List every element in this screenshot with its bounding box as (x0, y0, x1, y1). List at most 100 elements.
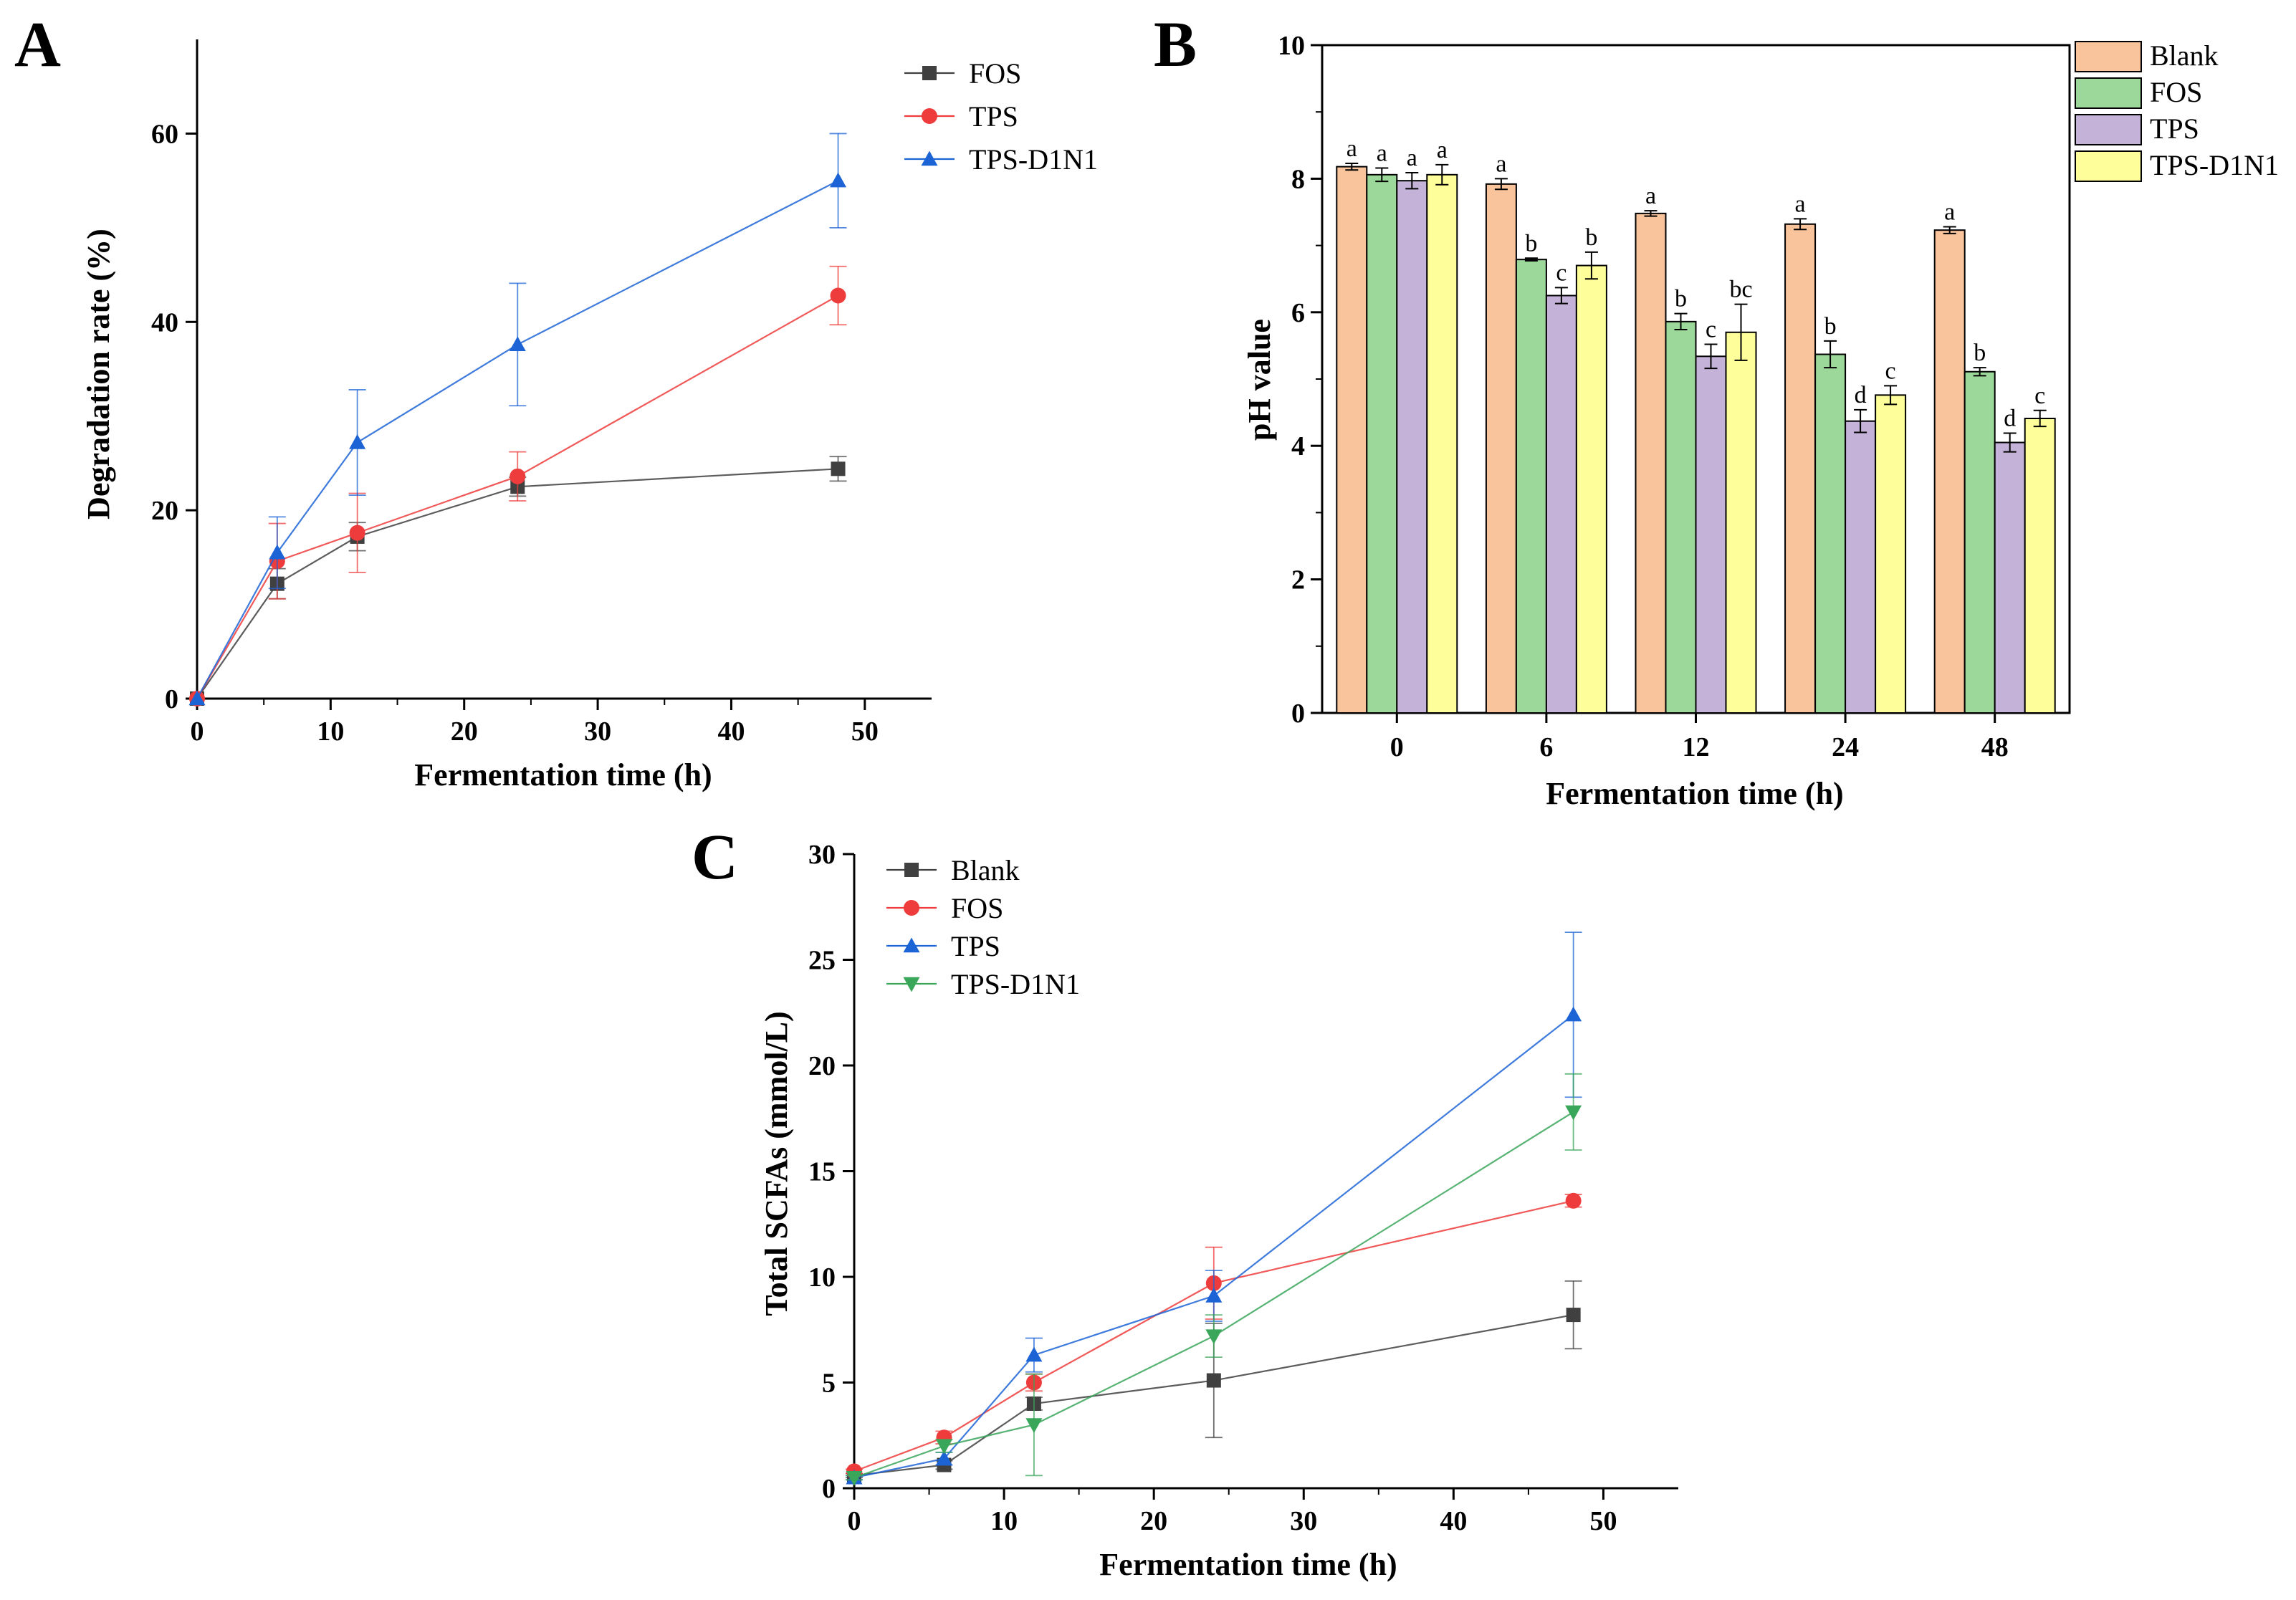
panel-a-legend-marker (921, 150, 938, 166)
panel-b-significance-letter: a (1346, 135, 1357, 162)
panel-b-significance-letter: b (1824, 313, 1837, 340)
panel-b-bar (2024, 417, 2056, 714)
panel-c-data-point (1205, 1329, 1223, 1345)
panel-b-significance-letter: c (1556, 259, 1566, 286)
panel-c-legend-label: TPS-D1N1 (951, 968, 1080, 1000)
panel-c-legend-label: FOS (951, 892, 1003, 924)
panel-b-bar (1845, 420, 1877, 714)
panel-b-y-tick-label: 0 (1291, 699, 1305, 729)
panel-b-significance-letter: d (1855, 382, 1867, 408)
panel-a-y-tick-label: 40 (151, 307, 178, 337)
panel-a-series-line-fos (196, 468, 838, 699)
panel-b-x-tick-label: 6 (1539, 732, 1553, 762)
panel-a-xlabel: Fermentation time (h) (414, 757, 712, 792)
panel-letter-c: C (692, 822, 738, 893)
panel-b-significance-letter: a (1496, 150, 1506, 177)
panel-c-legend-marker (904, 900, 919, 916)
panel-b-significance-letter: a (1944, 199, 1955, 226)
panel-c-data-point (1565, 1006, 1582, 1022)
panel-b-legend: Blank FOS TPS TPS-D1N1 (2075, 39, 2279, 182)
panel-b-x-tick-label: 12 (1683, 732, 1710, 762)
panel-c-legend-label: Blank (951, 854, 1020, 886)
panel-a-y-tick-label: 60 (151, 119, 178, 149)
panel-b-bar (1396, 180, 1428, 714)
panel-c-x-tick-label: 40 (1440, 1506, 1467, 1536)
panel-c-x-tick-label: 10 (990, 1506, 1018, 1536)
panel-a-legend-label: TPS-D1N1 (969, 143, 1098, 176)
panel-b-bar (1994, 441, 2026, 714)
panel-b-bar (1575, 264, 1607, 714)
panel-b-y-tick-label: 6 (1291, 298, 1305, 328)
panel-b-significance-letter: a (1407, 145, 1417, 171)
panel-a-x-tick-label: 30 (584, 717, 611, 747)
panel-b-ylabel: pH value (1242, 319, 1277, 441)
panel-c-data-point (1565, 1192, 1582, 1209)
panel-a-legend-label: FOS (969, 57, 1021, 90)
panel-b-bar (1665, 320, 1697, 714)
panel-a-data-point (349, 434, 366, 449)
panel-c-y-tick-label: 25 (808, 946, 836, 976)
panel-b-bar (1426, 173, 1458, 714)
panel-c-xlabel: Fermentation time (h) (1099, 1547, 1397, 1582)
panel-b-legend-label: TPS-D1N1 (2150, 149, 2279, 181)
panel-a-data-point (509, 336, 526, 352)
panel-b-significance-letter: a (1437, 137, 1448, 163)
panel-b-bar (1336, 166, 1368, 714)
panel-b-significance-letter: c (1885, 358, 1896, 384)
panel-c-y-tick-label: 0 (822, 1474, 836, 1504)
panel-b-bar (1635, 212, 1667, 714)
panel-c-data-point (1025, 1418, 1043, 1433)
panel-c-x-tick-label: 30 (1290, 1506, 1317, 1536)
panel-b-bar (1963, 370, 1996, 714)
panel-b-significance-letter: b (1974, 340, 1986, 366)
panel-a-legend-label: TPS (969, 100, 1018, 133)
panel-a-data-point (269, 544, 286, 560)
panel-a-x-tick-label: 50 (851, 717, 879, 747)
panel-a-y-tick-label: 20 (151, 496, 178, 526)
panel-c-x-tick-label: 20 (1140, 1506, 1167, 1536)
panel-c-data-point (1566, 1308, 1581, 1323)
panel-b-legend-label: TPS (2150, 112, 2199, 145)
panel-c-legend-marker (903, 977, 920, 992)
panel-b-significance-letter: a (1645, 183, 1656, 209)
panel-c-data-point (935, 1450, 952, 1465)
panel-c-scfa-chart: C 0 10 20 30 40 50 0 5 10 15 20 25 30 Blank FOS TPS TPS… (692, 822, 1678, 1582)
panel-b-legend-swatch (2075, 114, 2142, 145)
panel-b-bar (1366, 173, 1398, 714)
panel-c-data-point (1206, 1373, 1221, 1388)
panel-b-bar (1875, 394, 1907, 714)
panel-a-degradation-chart: A 0 10 20 30 40 50 0 20 40 60 FOS TPS TPS-D1N1 Ferm… (14, 9, 1098, 792)
panel-c-y-tick-label: 5 (822, 1369, 836, 1399)
panel-a-legend-marker (922, 66, 937, 80)
panel-b-significance-letter: c (2034, 383, 2045, 409)
panel-a-x-tick-label: 0 (191, 717, 204, 747)
panel-b-bar (1545, 294, 1577, 714)
panel-a-legend-marker (922, 108, 937, 124)
panel-c-legend-marker (903, 937, 920, 953)
panel-c-x-tick-label: 0 (848, 1506, 861, 1536)
panel-b-significance-letter: c (1706, 317, 1716, 343)
panel-b-significance-letter: bc (1729, 277, 1752, 303)
panel-a-x-tick-label: 40 (717, 717, 745, 747)
panel-a-data-point (349, 524, 365, 541)
panel-b-legend-swatch (2075, 150, 2142, 182)
panel-b-legend-label: FOS (2150, 76, 2202, 108)
panel-b-y-tick-label: 8 (1291, 164, 1305, 194)
panel-c-data-point (1025, 1346, 1043, 1362)
panel-a-ylabel: Degradation rate (%) (81, 229, 116, 519)
panel-b-legend-swatch (2075, 41, 2142, 72)
panel-c-legend-marker (904, 863, 919, 877)
panel-c-x-tick-label: 50 (1589, 1506, 1617, 1536)
panel-a-y-tick-label: 0 (165, 684, 178, 714)
panel-c-data-point (1565, 1105, 1582, 1121)
panel-a-series-line-tps-d1n1 (196, 180, 839, 699)
panel-b-significance-letter: a (1377, 140, 1387, 166)
panel-b-bar (1485, 183, 1517, 714)
panel-a-data-point (830, 172, 847, 188)
panel-b-significance-letter: b (1675, 286, 1687, 312)
panel-b-xlabel: Fermentation time (h) (1546, 776, 1843, 811)
panel-letter-b: B (1154, 9, 1197, 80)
panel-a-data-point (831, 461, 846, 476)
panel-b-significance-letter: b (1585, 224, 1597, 251)
